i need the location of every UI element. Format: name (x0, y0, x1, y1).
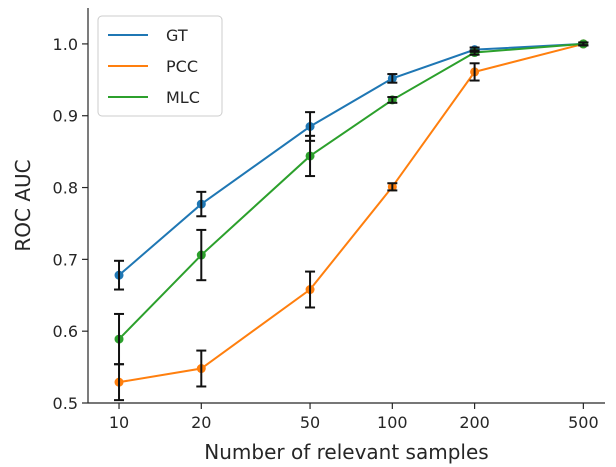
error-bar-mlc-500 (578, 41, 589, 47)
x-tick-label: 20 (191, 413, 211, 432)
y-tick-label: 0.8 (53, 179, 78, 198)
x-tick-label: 10 (109, 413, 129, 432)
x-axis-label: Number of relevant samples (204, 440, 488, 464)
x-tick-label: 100 (377, 413, 408, 432)
error-bar-gt-20 (196, 190, 207, 218)
error-bar-mlc-100 (387, 96, 398, 104)
error-bar-mlc-50 (305, 134, 316, 178)
y-tick-label: 0.5 (53, 394, 78, 413)
x-tick-label: 500 (568, 413, 599, 432)
error-bar-gt-100 (387, 73, 398, 84)
legend-box (97, 15, 223, 117)
series-line-pcc (118, 42, 584, 384)
error-bar-mlc-200 (469, 49, 480, 56)
error-bar-pcc-100 (387, 182, 398, 192)
x-tick-label: 50 (300, 413, 320, 432)
error-bar-pcc-50 (305, 270, 316, 309)
legend-label-mlc: MLC (166, 88, 200, 107)
x-tick-label: 200 (459, 413, 490, 432)
error-bar-gt-10 (114, 259, 125, 291)
y-tick-label: 0.7 (53, 250, 78, 269)
y-tick-label: 0.9 (53, 107, 78, 126)
series-line-mlc (118, 42, 584, 340)
legend-label-gt: GT (166, 26, 188, 45)
error-bar-mlc-20 (196, 228, 207, 282)
legend: GT PCC MLC (97, 15, 223, 117)
y-axis-label: ROC AUC (11, 159, 35, 251)
plot-area (114, 39, 589, 402)
y-tick-label: 0.6 (53, 322, 78, 341)
legend-label-pcc: PCC (166, 57, 198, 76)
axes: 0.5 0.6 0.7 0.8 0.9 1.0 10 20 50 100 200 500 Number … (11, 8, 605, 464)
error-bar-pcc-200 (469, 62, 480, 82)
error-bar-pcc-20 (196, 349, 207, 388)
y-tick-label: 1.0 (53, 35, 78, 54)
series-line-gt (118, 42, 584, 276)
error-bar-mlc-10 (114, 312, 125, 366)
